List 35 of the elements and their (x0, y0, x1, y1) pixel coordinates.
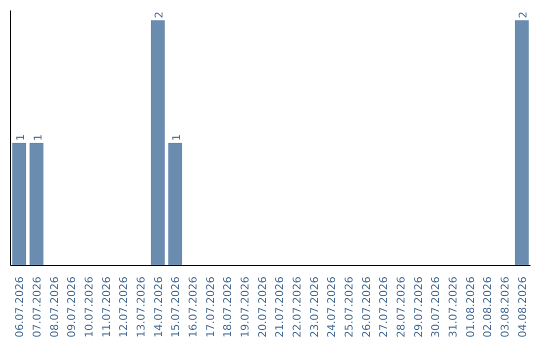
x-tick-label: 25.07.2026 (342, 276, 356, 338)
x-tick-label: 09.07.2026 (65, 276, 78, 338)
x-tick-label: 02.08.2026 (481, 276, 494, 338)
x-tick-label: 10.07.2026 (82, 276, 96, 338)
x-tick-label: 06.07.2026 (13, 276, 26, 338)
x-tick-label: 26.07.2026 (360, 276, 373, 338)
x-tick-label: 07.07.2026 (30, 276, 44, 338)
x-tick-label: 08.07.2026 (48, 276, 61, 338)
data-label: 2 (152, 12, 166, 18)
x-tick-label: 19.07.2026 (238, 276, 252, 338)
x-tick-label: 15.07.2026 (169, 276, 182, 338)
data-label: 1 (14, 134, 28, 141)
x-tick-label: 18.07.2026 (221, 276, 234, 338)
x-tick-label: 20.07.2026 (256, 276, 269, 338)
x-tick-label: 12.07.2026 (117, 276, 130, 338)
x-tick-label: 30.07.2026 (429, 276, 442, 338)
x-tick-label: 14.07.2026 (152, 276, 165, 338)
x-tick-label: 31.07.2026 (446, 276, 460, 338)
x-tick-label: 17.07.2026 (204, 276, 217, 338)
x-tick-label: 24.07.2026 (325, 276, 338, 338)
x-tick-label: 01.08.2026 (464, 276, 477, 338)
x-tick-label: 13.07.2026 (134, 276, 148, 338)
x-tick-label: 16.07.2026 (186, 276, 200, 338)
x-tick-label: 03.08.2026 (498, 276, 512, 338)
x-tick-label: 21.07.2026 (273, 276, 286, 338)
x-tick-label: 28.07.2026 (394, 276, 408, 338)
x-tick-label: 22.07.2026 (290, 276, 304, 338)
data-label: 2 (516, 12, 530, 18)
data-label: 1 (170, 134, 184, 141)
x-tick-label: 27.07.2026 (377, 276, 390, 338)
data-label: 1 (31, 134, 44, 141)
x-tick-label: 04.08.2026 (516, 276, 529, 338)
x-tick-label: 23.07.2026 (308, 276, 321, 338)
x-tick-label: 11.07.2026 (100, 276, 113, 338)
x-tick-label: 29.07.2026 (412, 276, 425, 338)
